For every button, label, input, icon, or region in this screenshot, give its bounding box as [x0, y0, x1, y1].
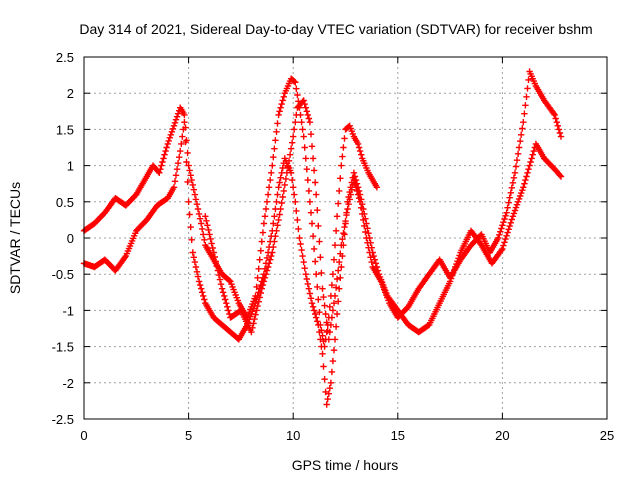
grid	[84, 57, 607, 419]
x-tick-label: 15	[391, 428, 405, 443]
plus-markers	[202, 68, 565, 343]
plus-markers	[80, 119, 565, 408]
y-tick-label: 2.5	[56, 50, 74, 65]
series-2	[80, 119, 565, 408]
plus-markers	[80, 75, 381, 350]
x-tick-label: 20	[495, 428, 509, 443]
y-tick-label: 0	[67, 231, 74, 246]
series-3	[202, 68, 565, 343]
series-1	[80, 75, 381, 350]
axis-ticks: 0 5 10 15 20 25 -2.5 -2 -1.5 -1 -0.5 0 0.5 1 1.5 2 2.5	[52, 50, 615, 443]
x-tick-label: 10	[286, 428, 300, 443]
chart-title: Day 314 of 2021, Sidereal Day-to-day VTE…	[79, 21, 592, 37]
y-tick-label: 1.5	[56, 122, 74, 137]
y-axis-label: SDTVAR / TECUs	[7, 182, 23, 294]
x-axis-label: GPS time / hours	[292, 457, 399, 473]
y-tick-label: -1.5	[52, 340, 74, 355]
y-tick-label: -2.5	[52, 412, 74, 427]
y-tick-label: -1	[62, 303, 74, 318]
x-tick-label: 5	[185, 428, 192, 443]
y-tick-label: 2	[67, 86, 74, 101]
data-series	[80, 68, 565, 408]
x-tick-label: 0	[80, 428, 87, 443]
y-tick-label: 0.5	[56, 195, 74, 210]
x-tick-label: 25	[600, 428, 614, 443]
plot-frame	[83, 56, 608, 420]
y-tick-label: -0.5	[52, 267, 74, 282]
y-tick-label: -2	[62, 376, 74, 391]
y-tick-label: 1	[67, 159, 74, 174]
